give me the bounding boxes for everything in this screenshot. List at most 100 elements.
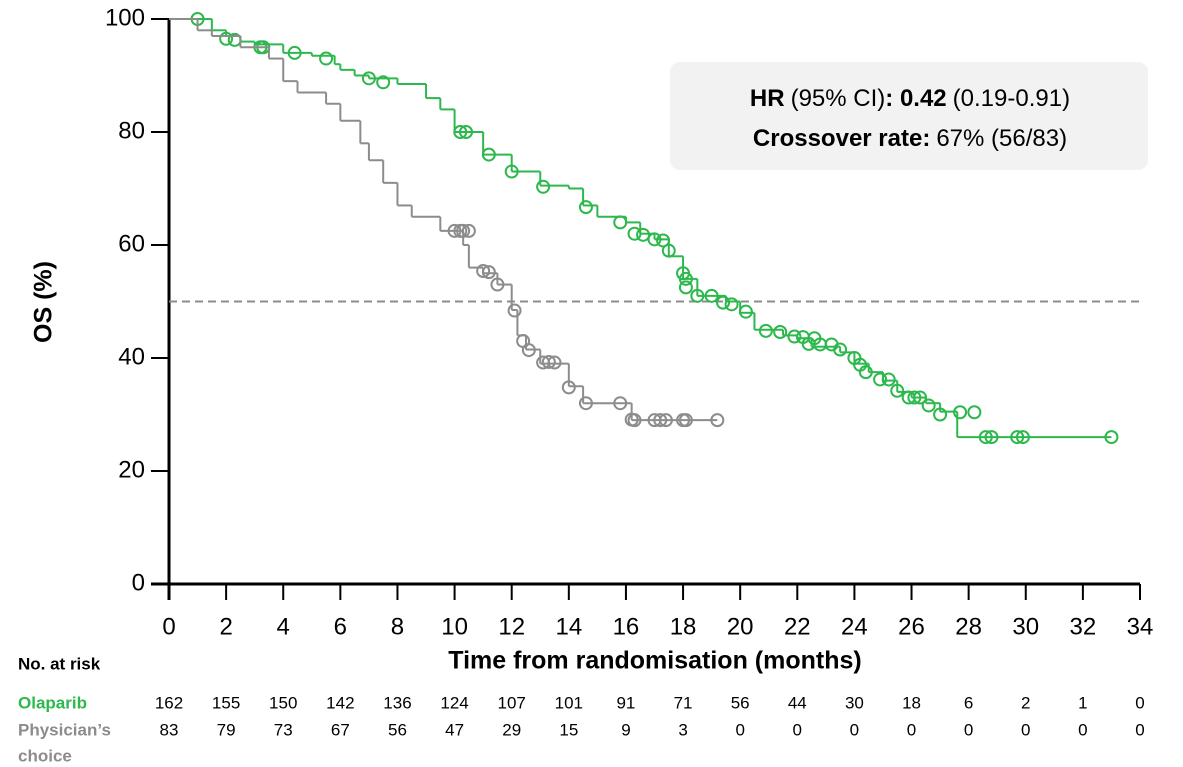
- risk-count: 18: [902, 693, 921, 712]
- y-tick-label: 20: [118, 456, 145, 483]
- annotation-text: 67% (56/83): [936, 125, 1067, 152]
- x-tick-label: 18: [670, 613, 697, 640]
- censor-mark: [521, 343, 536, 358]
- censor-mark: [678, 413, 693, 428]
- risk-count: 29: [502, 720, 521, 739]
- censor-mark: [907, 390, 922, 405]
- risk-count: 30: [845, 693, 864, 712]
- x-tick-label: 32: [1070, 613, 1097, 640]
- censor-mark: [873, 372, 888, 387]
- x-tick-label: 14: [555, 613, 582, 640]
- annotation-text: Crossover rate:: [753, 125, 930, 152]
- risk-table-title: No. at risk: [18, 654, 101, 673]
- risk-count: 73: [274, 720, 293, 739]
- x-tick-label: 24: [841, 613, 868, 640]
- censor-mark: [547, 355, 562, 370]
- censor-mark: [881, 372, 896, 387]
- censor-mark: [613, 396, 628, 411]
- censor-mark: [447, 223, 462, 238]
- risk-count: 56: [731, 693, 750, 712]
- x-tick-label: 2: [219, 613, 232, 640]
- censor-mark: [661, 243, 676, 258]
- x-tick-label: 22: [784, 613, 811, 640]
- risk-count: 56: [388, 720, 407, 739]
- censor-mark: [967, 405, 982, 420]
- risk-count: 0: [850, 720, 859, 739]
- censor-mark: [678, 271, 693, 286]
- y-tick-label: 100: [105, 4, 145, 31]
- risk-count: 1: [1078, 693, 1087, 712]
- censor-mark: [716, 295, 731, 310]
- risk-count: 0: [964, 720, 973, 739]
- censor-mark: [921, 398, 936, 413]
- censor-mark: [833, 342, 848, 357]
- censor-mark: [319, 51, 334, 66]
- risk-count: 2: [1021, 693, 1030, 712]
- censor-mark: [504, 164, 519, 179]
- risk-count: 3: [678, 720, 687, 739]
- x-axis-title: Time from randomisation (months): [448, 647, 861, 675]
- risk-count: 0: [1135, 720, 1144, 739]
- censor-mark: [459, 125, 474, 139]
- risk-count: 0: [793, 720, 802, 739]
- censor-mark: [1010, 430, 1025, 445]
- risk-count: 162: [155, 693, 183, 712]
- censor-mark: [578, 200, 593, 215]
- annotation-text: : 0.42: [885, 85, 946, 112]
- censor-mark: [481, 147, 496, 162]
- censor-mark: [678, 280, 693, 295]
- censor-mark: [613, 215, 628, 230]
- censor-mark: [933, 407, 948, 422]
- annotation-line: HR (95% CI): 0.42 (0.19-0.91): [750, 85, 1070, 112]
- y-tick-label: 40: [118, 343, 145, 370]
- censor-mark: [1015, 430, 1030, 445]
- x-tick-label: 30: [1012, 613, 1039, 640]
- risk-count: 0: [1135, 693, 1144, 712]
- censor-mark: [773, 325, 788, 340]
- y-tick-label: 0: [132, 569, 145, 596]
- censor-mark: [578, 396, 593, 411]
- x-tick-label: 4: [277, 613, 290, 640]
- x-tick-label: 34: [1127, 613, 1154, 640]
- censor-mark: [461, 223, 476, 238]
- risk-row-label: choice: [18, 746, 72, 765]
- x-tick-label: 12: [498, 613, 525, 640]
- risk-row-label: Olaparib: [18, 693, 87, 712]
- risk-count: 47: [445, 720, 464, 739]
- censor-mark: [704, 288, 719, 303]
- x-tick-label: 6: [334, 613, 347, 640]
- y-tick-label: 80: [118, 117, 145, 144]
- censor-mark: [758, 323, 773, 338]
- censor-mark: [984, 430, 999, 445]
- censor-mark: [710, 413, 725, 428]
- annotation-box: [670, 62, 1148, 170]
- x-tick-label: 20: [727, 613, 754, 640]
- risk-count: 15: [559, 720, 578, 739]
- risk-count: 124: [440, 693, 468, 712]
- censor-mark: [658, 413, 673, 428]
- censor-mark: [490, 277, 505, 292]
- censor-mark: [653, 413, 668, 428]
- x-tick-label: 8: [391, 613, 404, 640]
- y-tick-label: 60: [118, 230, 145, 257]
- censor-mark: [738, 304, 753, 319]
- censor-mark: [536, 179, 551, 194]
- risk-count: 6: [964, 693, 973, 712]
- risk-count: 0: [735, 720, 744, 739]
- censor-mark: [627, 413, 642, 428]
- censor-mark: [953, 405, 968, 420]
- x-tick-label: 0: [162, 613, 175, 640]
- risk-count: 67: [331, 720, 350, 739]
- x-tick-label: 28: [955, 613, 982, 640]
- censor-mark: [627, 226, 642, 241]
- risk-count: 0: [1021, 720, 1030, 739]
- censor-mark: [287, 45, 302, 60]
- risk-count: 44: [788, 693, 807, 712]
- y-axis-title: OS (%): [30, 261, 58, 343]
- annotation-text: (0.19-0.91): [953, 85, 1070, 112]
- censor-mark: [453, 125, 468, 139]
- x-tick-label: 16: [613, 613, 640, 640]
- x-tick-label: 10: [441, 613, 468, 640]
- censor-mark: [636, 227, 651, 242]
- censor-mark: [858, 365, 873, 380]
